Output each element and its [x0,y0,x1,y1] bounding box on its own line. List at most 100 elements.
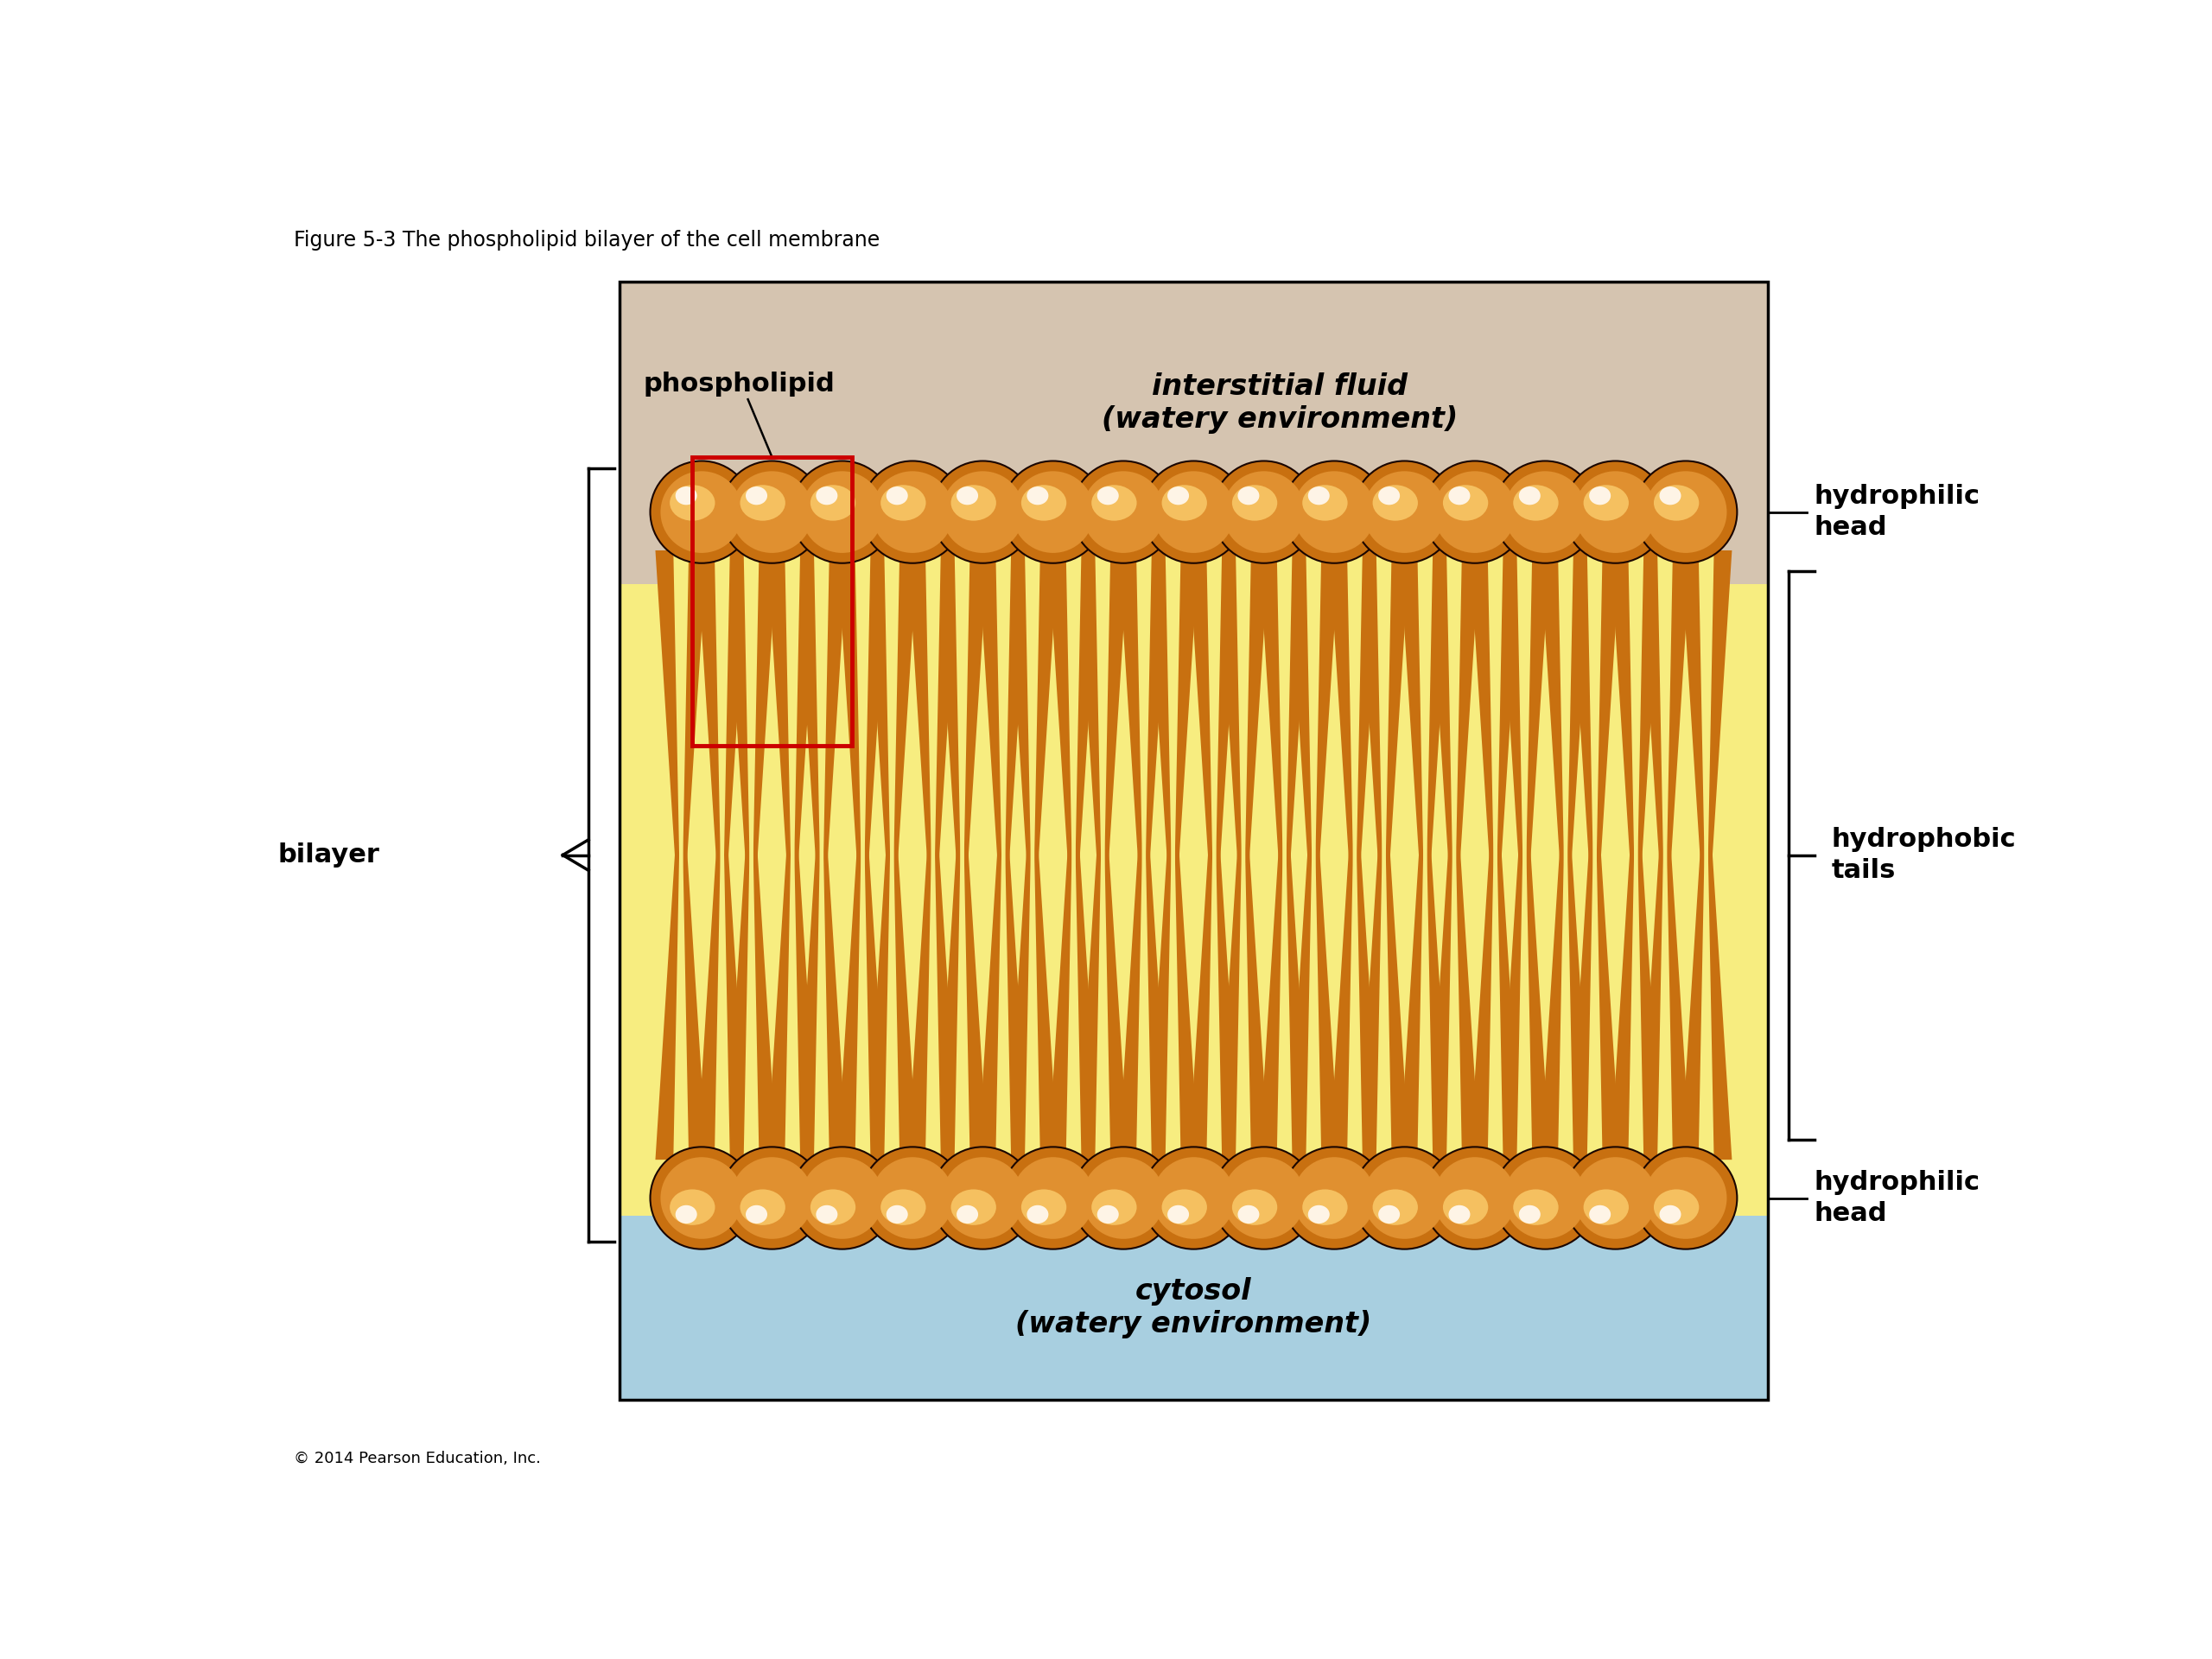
Ellipse shape [1026,486,1048,504]
Ellipse shape [872,471,953,552]
Ellipse shape [1073,1146,1175,1249]
Polygon shape [672,551,688,889]
Ellipse shape [801,1158,883,1239]
Ellipse shape [1168,486,1190,504]
Polygon shape [925,551,940,889]
Ellipse shape [1168,1204,1190,1224]
Polygon shape [1237,551,1252,889]
Polygon shape [867,821,918,1160]
Ellipse shape [1504,471,1586,552]
Polygon shape [1347,551,1363,889]
Polygon shape [1639,821,1690,1160]
Polygon shape [714,821,730,1160]
Polygon shape [726,821,776,1160]
Ellipse shape [1575,1158,1657,1239]
Polygon shape [1217,821,1270,1160]
Polygon shape [1418,551,1433,889]
Ellipse shape [1002,461,1104,562]
Ellipse shape [721,1146,823,1249]
Ellipse shape [1223,471,1305,552]
Polygon shape [1077,821,1128,1160]
Polygon shape [1586,821,1601,1160]
Ellipse shape [1442,1190,1489,1224]
Ellipse shape [1584,1190,1628,1224]
Ellipse shape [1655,484,1699,521]
Ellipse shape [1588,486,1610,504]
Ellipse shape [887,486,907,504]
Ellipse shape [1022,1190,1066,1224]
Polygon shape [697,551,748,889]
Polygon shape [1006,551,1057,889]
Bar [619,1216,1767,1400]
Polygon shape [1166,821,1181,1160]
Ellipse shape [1161,1190,1208,1224]
Ellipse shape [1223,1158,1305,1239]
Text: bilayer: bilayer [276,843,380,868]
Ellipse shape [1378,486,1400,504]
Polygon shape [1517,551,1533,889]
Polygon shape [1329,821,1380,1160]
Ellipse shape [661,471,743,552]
Ellipse shape [1283,461,1385,562]
Polygon shape [995,551,1011,889]
Ellipse shape [942,1158,1024,1239]
Polygon shape [814,821,830,1160]
Ellipse shape [810,1190,856,1224]
Ellipse shape [1303,1190,1347,1224]
Polygon shape [1628,821,1644,1160]
Ellipse shape [1644,471,1728,552]
Ellipse shape [1520,1204,1540,1224]
Polygon shape [1429,551,1480,889]
Polygon shape [1628,551,1644,889]
Polygon shape [1148,821,1199,1160]
Polygon shape [1048,821,1099,1160]
Bar [619,584,1767,1216]
Ellipse shape [1026,1204,1048,1224]
Ellipse shape [675,486,697,504]
Ellipse shape [1212,461,1316,562]
Polygon shape [1657,551,1672,889]
Ellipse shape [931,1146,1035,1249]
Polygon shape [1557,551,1573,889]
Polygon shape [1540,551,1590,889]
Polygon shape [907,551,958,889]
Polygon shape [1148,551,1199,889]
Ellipse shape [1504,1158,1586,1239]
Ellipse shape [1635,1146,1736,1249]
Polygon shape [1699,821,1714,1160]
Polygon shape [697,821,748,1160]
Polygon shape [1447,551,1462,889]
Ellipse shape [801,471,883,552]
Ellipse shape [1307,486,1329,504]
Ellipse shape [1294,1158,1376,1239]
Polygon shape [1418,821,1433,1160]
Ellipse shape [810,484,856,521]
Ellipse shape [1294,471,1376,552]
Ellipse shape [670,1190,714,1224]
Ellipse shape [730,471,814,552]
Polygon shape [1489,821,1504,1160]
Ellipse shape [1422,1146,1526,1249]
Polygon shape [1188,551,1241,889]
Polygon shape [743,821,759,1160]
Ellipse shape [1082,1158,1164,1239]
Ellipse shape [872,1158,953,1239]
Ellipse shape [1303,484,1347,521]
Polygon shape [1259,551,1310,889]
Polygon shape [1066,821,1082,1160]
Ellipse shape [1239,486,1259,504]
Polygon shape [1540,821,1590,1160]
Ellipse shape [661,1158,743,1239]
Ellipse shape [1011,1158,1095,1239]
Ellipse shape [1588,1204,1610,1224]
Ellipse shape [1239,1204,1259,1224]
Polygon shape [1400,821,1451,1160]
Ellipse shape [1011,471,1095,552]
Text: hydrophilic
head: hydrophilic head [1814,484,1980,541]
Polygon shape [836,551,889,889]
Ellipse shape [1378,1204,1400,1224]
Polygon shape [1276,551,1292,889]
Polygon shape [1568,821,1621,1160]
Ellipse shape [860,1146,964,1249]
Ellipse shape [1655,1190,1699,1224]
